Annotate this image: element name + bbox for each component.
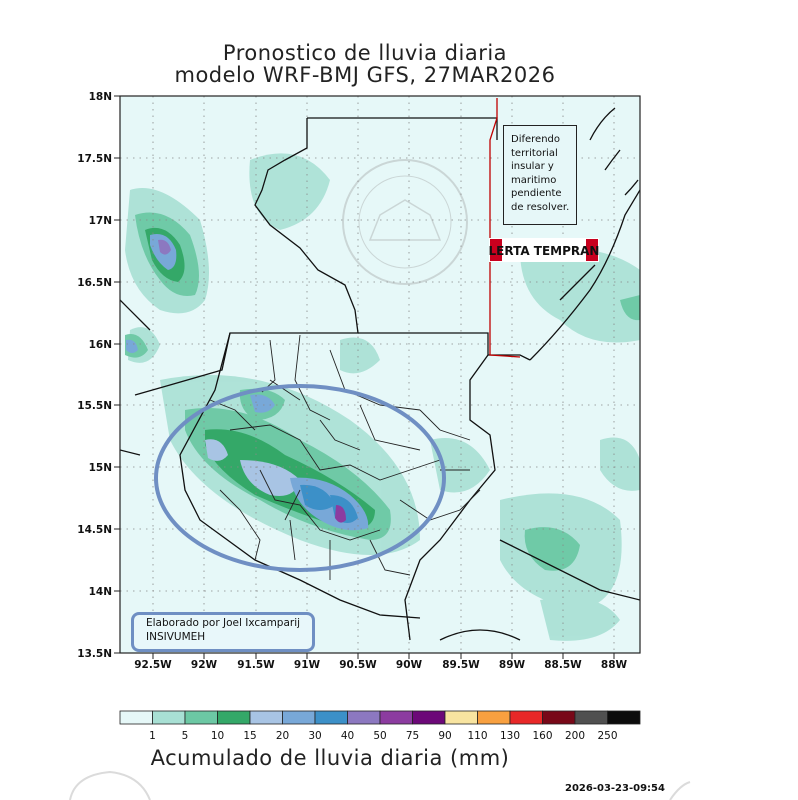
lon-label-88w: 88W: [601, 659, 628, 671]
lat-label-14-5n: 14.5N: [77, 524, 112, 536]
axis-ticks: [114, 95, 615, 659]
lat-label-15n: 15N: [89, 462, 112, 474]
disputed-boundary-line: [489, 98, 521, 358]
legend-label-1: 1: [149, 730, 156, 742]
legend-swatch-1: [152, 710, 186, 725]
lon-label-88-5w: 88.5W: [544, 659, 582, 671]
legend-swatch-7: [347, 710, 381, 725]
lon-label-89-5w: 89.5W: [442, 659, 480, 671]
highlight-ellipse: [154, 384, 446, 572]
bottom-watermark-fragment: [69, 770, 691, 800]
generation-timestamp: 2026-03-23-09:54: [565, 783, 665, 794]
lat-label-16-5n: 16.5N: [77, 277, 112, 289]
legend-swatch-11: [477, 710, 511, 725]
lon-label-90-5w: 90.5W: [339, 659, 377, 671]
legend-label-20: 20: [275, 730, 290, 742]
legend-label-90: 90: [438, 730, 452, 742]
legend-swatch-0: [119, 710, 153, 725]
legend-swatch-15: [607, 710, 641, 725]
legend-swatch-6: [314, 710, 348, 725]
lon-label-89w: 89W: [499, 659, 526, 671]
legend-colorbar: [119, 710, 641, 725]
legend-swatch-2: [184, 710, 218, 725]
latitude-labels: 18N 17.5N 17N 16.5N 16N 15.5N 15N 14.5N …: [77, 91, 112, 660]
lat-label-17-5n: 17.5N: [77, 153, 112, 165]
legend-label-15: 15: [243, 730, 257, 742]
lat-label-18n: 18N: [89, 91, 112, 103]
lon-label-91-5w: 91.5W: [237, 659, 275, 671]
lon-label-91w: 91W: [294, 659, 321, 671]
lat-label-14n: 14N: [89, 586, 112, 598]
legend-label-250: 250: [597, 730, 618, 742]
lon-label-92w: 92W: [191, 659, 218, 671]
lon-label-90w: 90W: [396, 659, 423, 671]
country-borders: [120, 107, 640, 641]
legend-swatch-4: [249, 710, 283, 725]
legend-label-30: 30: [308, 730, 322, 742]
map-title-line1: Pronostico de lluvia diaria: [222, 41, 508, 65]
department-borders: [209, 334, 481, 580]
legend-swatch-14: [574, 710, 608, 725]
legend-label-130: 130: [499, 730, 521, 742]
lon-label-92-5w: 92.5W: [134, 659, 172, 671]
legend-label-5: 5: [181, 730, 189, 742]
alerta-temprana-logo: ALERTA TEMPRANA: [489, 238, 599, 262]
credit-org-line: INSIVUMEH: [146, 631, 206, 643]
map-frame: [119, 95, 641, 654]
legend-swatch-9: [412, 710, 446, 725]
alerta-temprana-label: ALERTA TEMPRANA: [489, 244, 599, 258]
legend-label-160: 160: [532, 730, 553, 742]
legend-swatch-13: [542, 710, 576, 725]
territorial-dispute-note: Diferendo territorial insular y maritimo…: [503, 125, 577, 225]
longitude-labels: 92.5W 92W 91.5W 91W 90.5W 90W 89.5W 89W …: [134, 659, 627, 671]
insivumeh-watermark-seal: [342, 159, 468, 285]
legend-label-10: 10: [210, 730, 225, 742]
legend-swatch-5: [282, 710, 316, 725]
legend-swatch-10: [444, 710, 478, 725]
legend-label-75: 75: [405, 730, 420, 742]
legend-swatch-12: [509, 710, 543, 725]
legend-label-200: 200: [564, 730, 586, 742]
legend-label-110: 110: [467, 730, 488, 742]
legend-label-40: 40: [340, 730, 355, 742]
legend-swatch-8: [379, 710, 413, 725]
legend-label-50: 50: [373, 730, 387, 742]
rain-patches-intense: [126, 234, 369, 531]
credit-box: Elaborado por Joel Ixcamparij INSIVUMEH: [131, 612, 315, 652]
lat-label-17n: 17N: [89, 215, 112, 227]
map-title-line2: modelo WRF-BMJ GFS, 27MAR2026: [174, 63, 556, 87]
territorial-dispute-note-text: Diferendo territorial insular y maritimo…: [511, 134, 570, 213]
credit-author-line: Elaborado por Joel Ixcamparij: [146, 617, 301, 629]
legend-swatch-3: [217, 710, 251, 725]
lat-label-15-5n: 15.5N: [77, 400, 112, 412]
lat-label-16n: 16N: [89, 339, 112, 351]
lat-label-13-5n: 13.5N: [77, 648, 112, 660]
legend-title: Acumulado de lluvia diaria (mm): [150, 746, 510, 770]
